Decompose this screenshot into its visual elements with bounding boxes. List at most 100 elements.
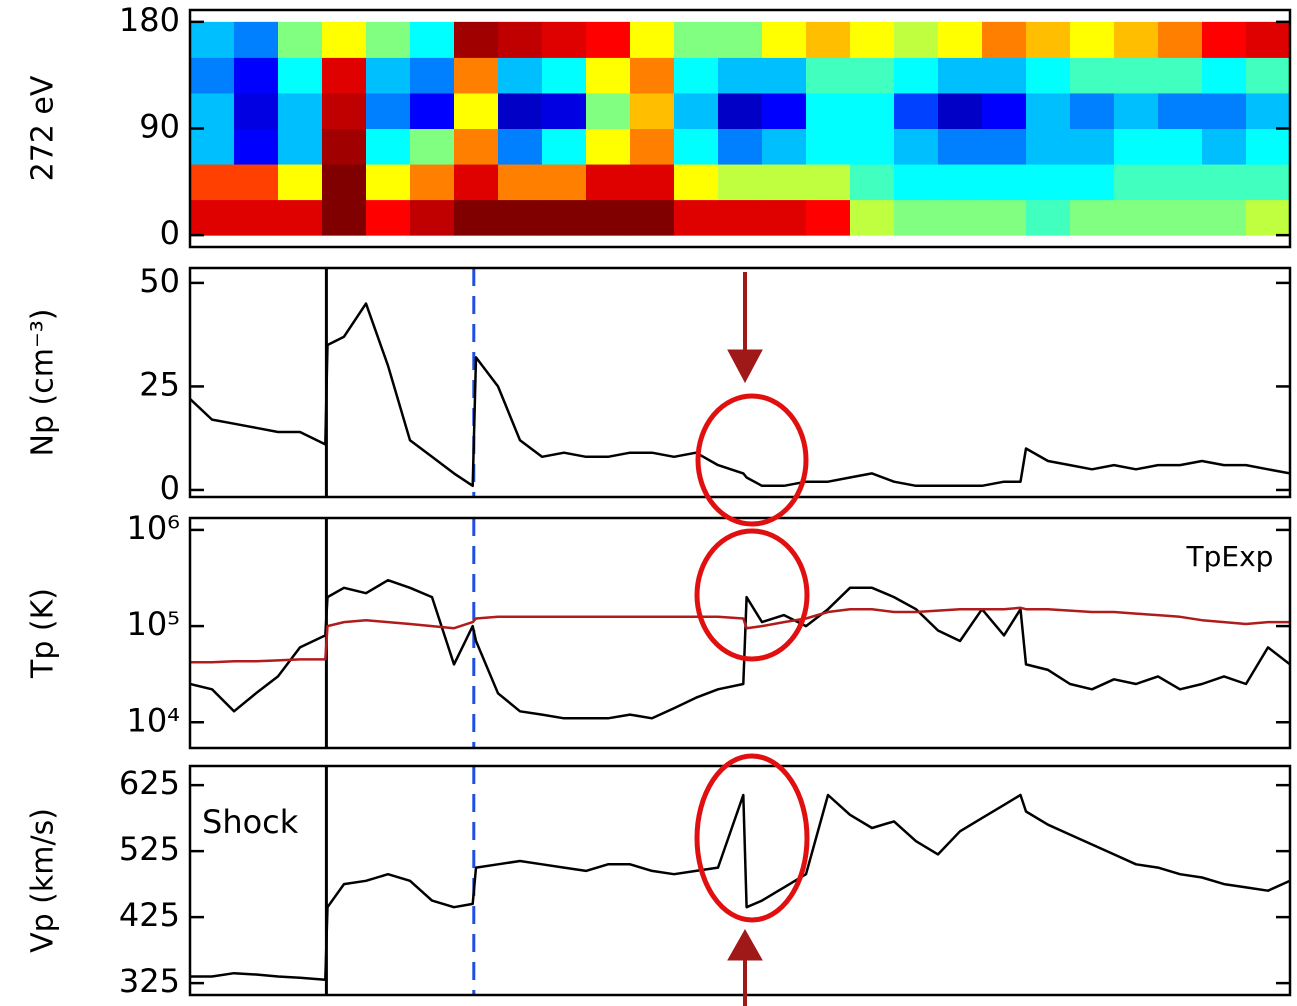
- panel-frame: [188, 764, 1292, 997]
- heatmap-cell: [762, 92, 807, 129]
- heatmap-cell: [938, 21, 983, 58]
- heatmap-cell: [718, 21, 763, 58]
- heatmap-cell: [630, 21, 675, 58]
- heatmap-cell: [850, 164, 895, 201]
- heatmap-cell: [586, 128, 631, 165]
- y-tick-label: 10⁶: [126, 509, 180, 547]
- heatmap-cell: [1070, 164, 1115, 201]
- heatmap-cell: [1070, 92, 1115, 129]
- heatmap-cell: [1202, 164, 1247, 201]
- annotation: Shock: [202, 803, 299, 841]
- heatmap-cell: [1158, 21, 1203, 58]
- heatmap-cell: [1246, 57, 1290, 94]
- heatmap-cell: [586, 92, 631, 129]
- heatmap-cell: [718, 128, 763, 165]
- heatmap-cell: [410, 164, 455, 201]
- heatmap-cell: [454, 164, 499, 201]
- heatmap-cell: [718, 57, 763, 94]
- series-line: [190, 302, 1290, 488]
- y-tick-label: 10⁵: [126, 605, 180, 643]
- heatmap-cell: [630, 164, 675, 201]
- heatmap-cell: [1114, 164, 1159, 201]
- heatmap-cell: [542, 57, 587, 94]
- heatmap-cell: [1114, 92, 1159, 129]
- heatmap-cell: [806, 57, 851, 94]
- heatmap-cell: [850, 92, 895, 129]
- heatmap-cell: [410, 128, 455, 165]
- heatmap-cell: [938, 164, 983, 201]
- heatmap-cell: [718, 199, 763, 236]
- heatmap-cell: [982, 128, 1027, 165]
- heatmap-cell: [498, 57, 543, 94]
- heatmap-cell: [366, 92, 411, 129]
- heatmap-cell: [454, 92, 499, 129]
- heatmap-cell: [894, 199, 939, 236]
- y-tick-label: 180: [119, 1, 180, 39]
- heatmap-cell: [586, 57, 631, 94]
- heatmap-cell: [850, 21, 895, 58]
- heatmap-cell: [850, 199, 895, 236]
- heatmap-cell: [938, 57, 983, 94]
- heatmap-cell: [938, 92, 983, 129]
- heatmap-cell: [1114, 21, 1159, 58]
- heatmap-cell: [1202, 57, 1247, 94]
- heatmap-cell: [190, 128, 235, 165]
- heatmap-cell: [806, 128, 851, 165]
- heatmap-cell: [806, 164, 851, 201]
- heatmap-cell: [630, 57, 675, 94]
- series-line: [190, 606, 1290, 664]
- heatmap-cell: [850, 128, 895, 165]
- y-tick-label: 10⁴: [126, 701, 180, 739]
- heatmap-cell: [938, 128, 983, 165]
- heatmap-cell: [234, 199, 279, 236]
- heatmap-cell: [1114, 199, 1159, 236]
- heatmap-cell: [1026, 199, 1071, 236]
- heatmap-cell: [586, 21, 631, 58]
- heatmap-cell: [762, 199, 807, 236]
- heatmap-cell: [278, 92, 323, 129]
- heatmap-cell: [454, 21, 499, 58]
- heatmap-cell: [718, 164, 763, 201]
- heatmap-cell: [278, 164, 323, 201]
- arrow-head: [727, 349, 763, 384]
- heatmap-cell: [762, 164, 807, 201]
- y-tick-label: 325: [119, 962, 180, 1000]
- heatmap-cell: [234, 57, 279, 94]
- heatmap-cell: [586, 199, 631, 236]
- heatmap-cell: [542, 21, 587, 58]
- heatmap-cell: [1202, 199, 1247, 236]
- panel: 0 90 180 272 eV: [26, 1, 1292, 252]
- heatmap-cell: [322, 21, 367, 58]
- heatmap-cell: [454, 199, 499, 236]
- heatmap-cell: [366, 164, 411, 201]
- plot-area: [190, 268, 1290, 497]
- heatmap-cell: [806, 199, 851, 236]
- heatmap-cell: [806, 21, 851, 58]
- y-tick-label: 0: [160, 214, 180, 252]
- heatmap-cell: [366, 57, 411, 94]
- heatmap-cell: [850, 57, 895, 94]
- heatmap-cell: [322, 92, 367, 129]
- heatmap-cell: [498, 199, 543, 236]
- heatmap-cell: [674, 21, 719, 58]
- heatmap-cell: [498, 128, 543, 165]
- heatmap-cell: [1246, 164, 1290, 201]
- highlight-circle: [695, 393, 809, 527]
- legend-label: TpExp: [1186, 540, 1274, 573]
- heatmap-cell: [982, 21, 1027, 58]
- heatmap-cell: [1026, 92, 1071, 129]
- heatmap-cell: [322, 164, 367, 201]
- heatmap-cell: [542, 128, 587, 165]
- heatmap-cell: [1202, 128, 1247, 165]
- heatmap-cell: [190, 164, 235, 201]
- arrow-head: [727, 928, 763, 961]
- series-line: [190, 793, 1290, 982]
- heatmap-cell: [278, 128, 323, 165]
- heatmap-cell: [1202, 21, 1247, 58]
- y-axis-label: Tp (K): [26, 588, 61, 679]
- heatmap-cell: [1246, 199, 1290, 236]
- heatmap-cell: [542, 199, 587, 236]
- heatmap-cell: [454, 57, 499, 94]
- heatmap-cell: [762, 57, 807, 94]
